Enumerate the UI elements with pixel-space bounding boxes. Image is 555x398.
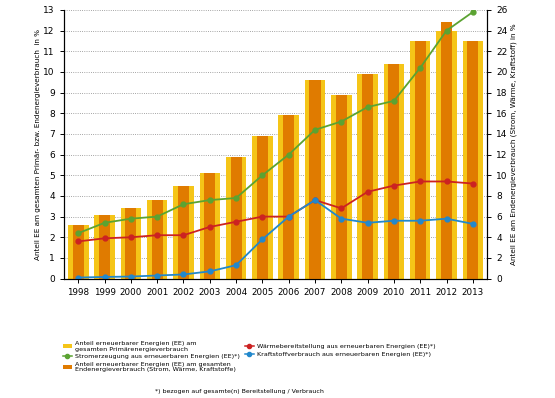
Bar	[94, 215, 115, 279]
Bar	[73, 225, 84, 279]
Bar	[200, 173, 220, 279]
Bar	[331, 95, 351, 279]
Bar	[257, 136, 268, 279]
Bar	[125, 208, 137, 279]
Bar	[226, 157, 246, 279]
Bar	[336, 95, 347, 279]
Bar	[204, 173, 215, 279]
Bar	[436, 31, 457, 279]
Bar	[252, 136, 273, 279]
Bar	[279, 115, 299, 279]
Bar	[310, 80, 321, 279]
Bar	[152, 200, 163, 279]
Bar	[305, 80, 325, 279]
Y-axis label: Anteil EE am Endenergieverbrauch (Strom, Wärme, Kraftstoff) in %: Anteil EE am Endenergieverbrauch (Strom,…	[511, 23, 517, 265]
Bar	[415, 41, 426, 279]
Bar	[441, 22, 452, 279]
Bar	[388, 64, 400, 279]
Bar	[357, 74, 378, 279]
Bar	[410, 41, 431, 279]
Bar	[68, 225, 89, 279]
Bar	[362, 74, 373, 279]
Bar	[178, 185, 189, 279]
Bar	[462, 41, 483, 279]
Bar	[173, 185, 194, 279]
Bar	[230, 157, 241, 279]
Legend: Anteil erneuerbarer Energien (EE) am
gesamten Primärenergieverbrauch, Stromerzeu: Anteil erneuerbarer Energien (EE) am ges…	[63, 341, 436, 373]
Bar	[467, 41, 478, 279]
Text: *) bezogen auf gesamte(n) Bereitstellung / Verbrauch: *) bezogen auf gesamte(n) Bereitstellung…	[155, 389, 324, 394]
Bar	[384, 64, 404, 279]
Bar	[120, 208, 141, 279]
Bar	[283, 115, 294, 279]
Bar	[147, 200, 168, 279]
Bar	[99, 215, 110, 279]
Y-axis label: Anteil EE am gesamten Primär- bzw. Endenergieverbrauch  in %: Anteil EE am gesamten Primär- bzw. Enden…	[34, 29, 41, 260]
